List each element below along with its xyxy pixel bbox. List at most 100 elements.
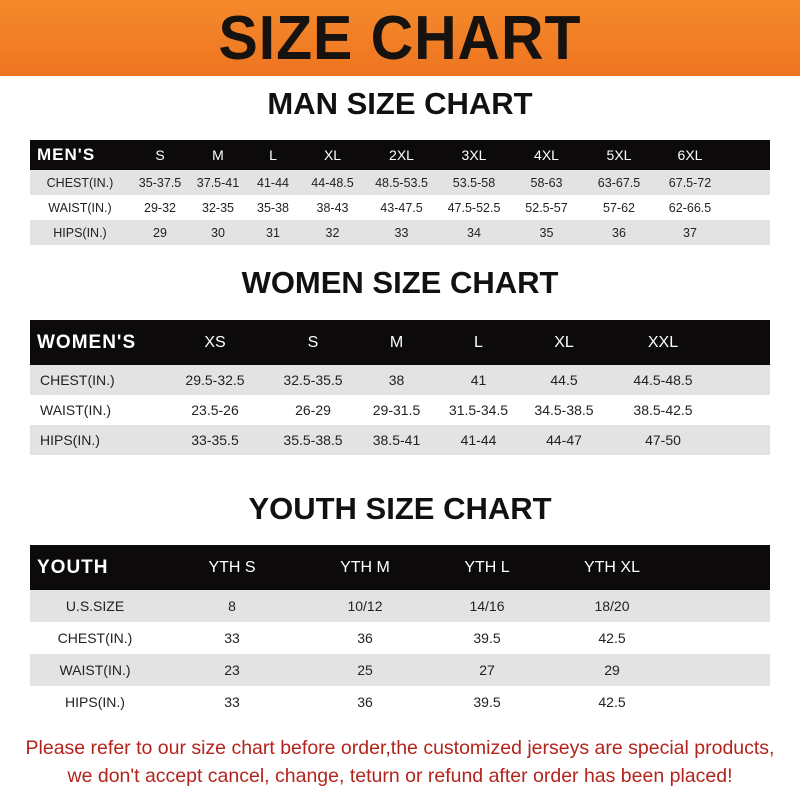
size-header-cell: XL	[323, 147, 342, 163]
measurement-label: CHEST(IN.)	[57, 630, 133, 646]
table-cell: 44-47	[546, 432, 582, 448]
measurement-label: WAIST(IN.)	[40, 402, 112, 418]
table-cell: 29-32	[144, 200, 176, 215]
size-header-cell: S	[155, 147, 165, 163]
table-cell: 34	[467, 225, 481, 240]
women-size-table: WOMEN'S XS S M L XL XXL CHEST(IN.) 29.5-32.5 32.5…	[30, 320, 770, 455]
table-row: U.S.SIZE 8 10/12 14/16 18/20	[30, 590, 770, 622]
table-cell: 42.5	[598, 630, 626, 646]
banner-title: SIZE CHART	[218, 3, 582, 73]
table-row: CHEST(IN.) 33 36 39.5 42.5	[30, 622, 770, 654]
size-header-cell: 6XL	[677, 147, 703, 163]
youth-section-title: YOUTH SIZE CHART	[248, 491, 552, 526]
table-cell: 33	[394, 225, 409, 240]
measurement-label: CHEST(IN.)	[40, 372, 115, 388]
size-header-cell: M	[389, 333, 404, 351]
measurement-label: HIPS(IN.)	[40, 432, 100, 448]
table-cell: 23.5-26	[191, 402, 239, 418]
table-cell: 31.5-34.5	[448, 402, 509, 418]
table-cell: 36	[357, 630, 373, 646]
size-header-cell: XS	[204, 333, 226, 351]
size-header-cell: XXL	[647, 333, 679, 351]
table-cell: 44.5-48.5	[633, 372, 693, 388]
table-cell: 43-47.5	[380, 200, 423, 215]
size-header-cell: XL	[554, 333, 574, 351]
table-row: WAIST(IN.) 23 25 27 29	[30, 654, 770, 686]
table-cell: 47.5-52.5	[447, 200, 501, 215]
table-cell: 67.5-72	[668, 175, 712, 190]
table-title-cell: YOUTH	[37, 556, 109, 578]
table-cell: 33-35.5	[191, 432, 239, 448]
table-title-cell: MEN'S	[37, 145, 96, 164]
size-header-cell: YTH L	[464, 558, 510, 576]
order-notice: Please refer to our size chart before or…	[0, 734, 800, 790]
size-header-cell: M	[212, 147, 224, 163]
table-cell: 38.5-42.5	[633, 402, 693, 418]
table-cell: 35-37.5	[138, 175, 182, 190]
table-cell: 37.5-41	[196, 175, 240, 190]
order-notice-line-1: Please refer to our size chart before or…	[25, 737, 775, 759]
table-cell: 52.5-57	[525, 200, 568, 215]
size-header-cell: L	[474, 333, 483, 351]
table-cell: 35.5-38.5	[283, 432, 343, 448]
size-header-cell: 4XL	[534, 147, 559, 163]
table-cell: 34.5-38.5	[534, 402, 594, 418]
table-cell: 38	[388, 372, 405, 388]
table-cell: 35	[539, 225, 554, 240]
table-cell: 32	[325, 225, 340, 240]
table-cell: 47-50	[645, 432, 681, 448]
size-header-cell: YTH XL	[583, 558, 640, 576]
table-cell: 44.5	[550, 372, 578, 388]
men-size-table: MEN'S S M L XL 2XL 3XL 4XL 5XL 6XL CHEST(IN.) 35-37…	[30, 140, 770, 245]
table-cell: 29-31.5	[372, 402, 421, 418]
table-cell: 42.5	[598, 694, 626, 710]
table-cell: 8	[228, 598, 236, 614]
table-cell: 41	[470, 372, 487, 388]
table-cell: 30	[211, 225, 225, 240]
table-cell: 37	[683, 225, 697, 240]
table-cell: 32-35	[202, 200, 234, 215]
men-section-title: MAN SIZE CHART	[267, 86, 533, 121]
table-cell: 10/12	[347, 598, 383, 614]
youth-size-table: YOUTH YTH S YTH M YTH L YTH XL U.S.SIZE 8 10/12…	[30, 545, 770, 718]
header-row: YOUTH YTH S YTH M YTH L YTH XL	[30, 545, 770, 590]
size-header-cell: YTH M	[340, 558, 390, 576]
measurement-label: HIPS(IN.)	[65, 694, 125, 710]
table-cell: 36	[357, 694, 373, 710]
measurement-label: U.S.SIZE	[65, 598, 125, 614]
table-cell: 23	[224, 662, 240, 678]
table-cell: 29	[604, 662, 620, 678]
size-header-cell: 5XL	[606, 147, 632, 163]
table-cell: 31	[266, 225, 280, 240]
table-row: WAIST(IN.) 29-32 32-35 35-38 38-43 43-47.5 47.…	[30, 195, 770, 220]
size-header-cell: 3XL	[461, 147, 487, 163]
table-cell: 53.5-58	[452, 175, 496, 190]
table-cell: 38.5-41	[372, 432, 421, 448]
size-header-cell: 2XL	[389, 147, 414, 163]
table-cell: 26-29	[295, 402, 331, 418]
header-row: WOMEN'S XS S M L XL XXL	[30, 320, 770, 365]
table-cell: 39.5	[473, 694, 501, 710]
table-cell: 48.5-53.5	[375, 175, 428, 190]
table-cell: 63-67.5	[597, 175, 641, 190]
table-cell: 38-43	[316, 200, 349, 215]
measurement-label: WAIST(IN.)	[48, 200, 112, 215]
table-cell: 32.5-35.5	[283, 372, 343, 388]
table-row: HIPS(IN.) 33 36 39.5 42.5	[30, 686, 770, 718]
order-notice-line-2: we don't accept cancel, change, teturn o…	[67, 765, 733, 787]
table-cell: 44-48.5	[311, 175, 354, 190]
measurement-label: WAIST(IN.)	[59, 662, 131, 678]
table-cell: 14/16	[469, 598, 505, 614]
table-row: CHEST(IN.) 29.5-32.5 32.5-35.5 38 41 44.5 44.5…	[30, 365, 770, 395]
table-title-cell: WOMEN'S	[37, 331, 137, 353]
table-row: CHEST(IN.) 35-37.5 37.5-41 41-44 44-48.5 48.5…	[30, 170, 770, 195]
size-header-cell: S	[307, 333, 319, 351]
table-cell: 18/20	[594, 598, 630, 614]
measurement-label: CHEST(IN.)	[46, 175, 114, 190]
table-cell: 27	[479, 662, 495, 678]
table-cell: 41-44	[460, 432, 497, 448]
banner: SIZE CHART	[0, 0, 800, 76]
table-cell: 33	[224, 630, 240, 646]
table-cell: 62-66.5	[668, 200, 712, 215]
measurement-label: HIPS(IN.)	[53, 225, 107, 240]
